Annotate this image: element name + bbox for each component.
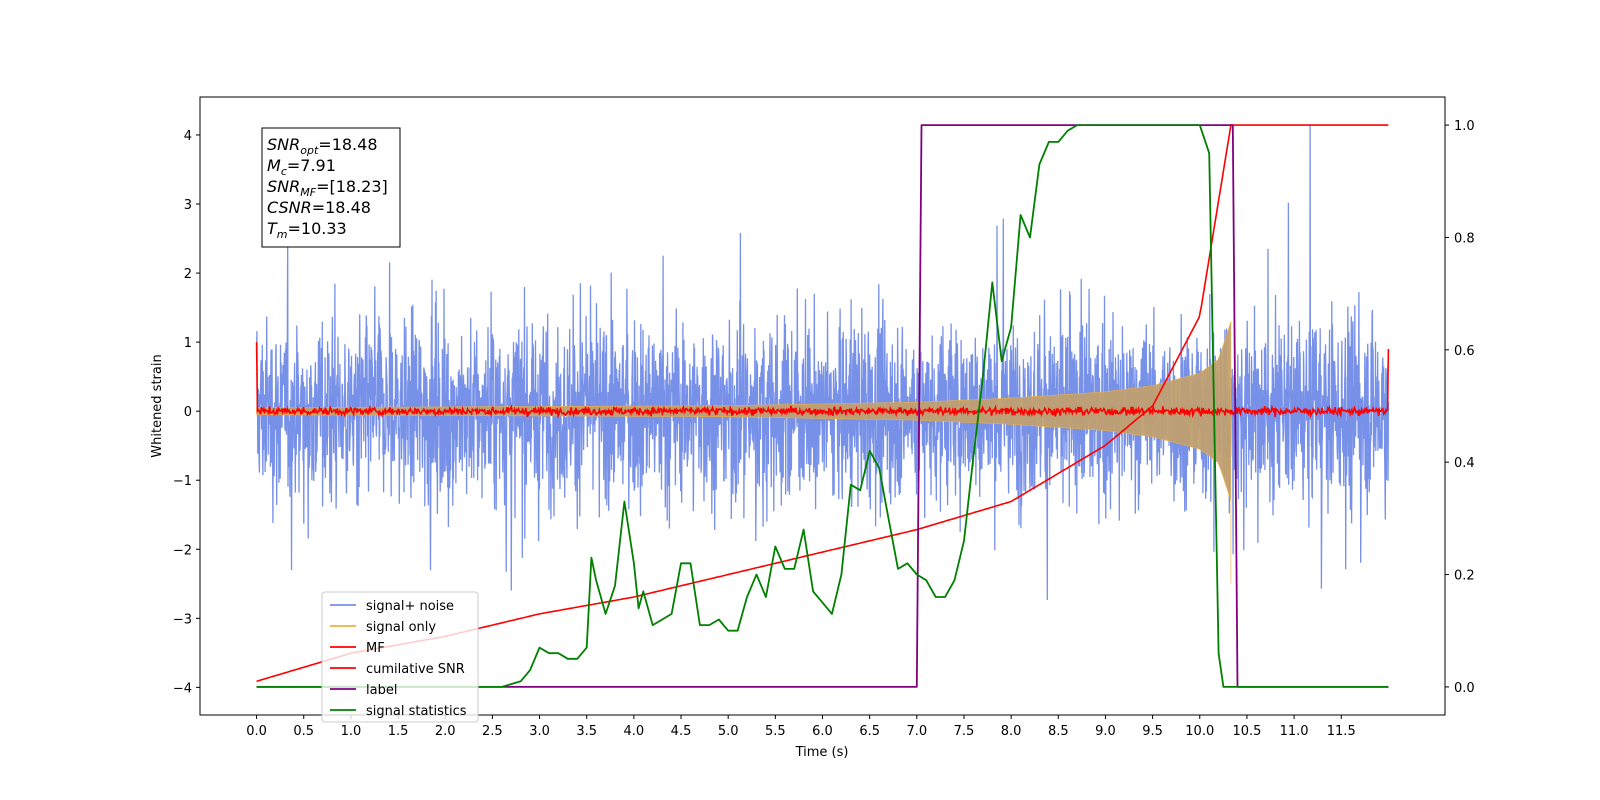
x-tick-label: 6.5 (859, 724, 880, 739)
x-axis-label: Time (s) (795, 745, 849, 760)
info-box-frame (261, 127, 401, 248)
y2-tick-label: 0.4 (1454, 456, 1475, 471)
signal-only-series (256, 321, 1232, 584)
x-tick-label: 0.0 (246, 724, 267, 739)
y-tick-label: −4 (173, 681, 192, 696)
x-tick-label: 11.5 (1327, 724, 1356, 739)
y2-tick-label: 1.0 (1454, 119, 1475, 134)
y-tick-label: 0 (184, 405, 192, 420)
x-tick-label: 3.5 (576, 724, 597, 739)
legend-frame (321, 591, 479, 723)
x-tick-label: 8.0 (1001, 724, 1022, 739)
x-tick-label: 9.0 (1095, 724, 1116, 739)
y-tick-label: 1 (184, 336, 192, 351)
legend-label: MF (366, 641, 385, 656)
y-tick-label: −1 (173, 474, 192, 489)
x-tick-label: 7.0 (906, 724, 927, 739)
info-line: Mc=7.91 (267, 156, 336, 178)
y-tick-label: −3 (173, 612, 192, 627)
x-tick-label: 1.5 (388, 724, 409, 739)
y2-tick-label: 0.2 (1454, 569, 1475, 584)
info-line: Tm=10.33 (267, 219, 347, 241)
x-tick-label: 4.0 (624, 724, 645, 739)
info-box: SNRopt=18.48Mc=7.91SNRMF=[18.23]CSNR=18.… (261, 127, 401, 248)
y-tick-label: 3 (184, 198, 192, 213)
info-line: SNRopt=18.48 (267, 135, 378, 157)
y-tick-label: −2 (173, 543, 192, 558)
info-line: CSNR=18.48 (267, 198, 371, 217)
y2-tick-label: 0.6 (1454, 344, 1475, 359)
signal-statistics-series (256, 124, 1389, 688)
y2-tick-label: 0.0 (1454, 681, 1475, 696)
x-tick-label: 9.5 (1142, 724, 1163, 739)
legend-label: signal only (366, 620, 436, 635)
x-tick-label: 7.5 (954, 724, 975, 739)
x-tick-label: 10.0 (1185, 724, 1214, 739)
x-tick-label: 4.5 (671, 724, 692, 739)
legend-label: signal statistics (366, 704, 467, 719)
x-tick-label: 3.0 (529, 724, 550, 739)
x-tick-label: 11.0 (1280, 724, 1309, 739)
y-axis-label: Whitened strain (150, 354, 165, 457)
x-tick-label: 2.0 (435, 724, 456, 739)
x-tick-label: 0.5 (293, 724, 314, 739)
legend-label: cumilative SNR (366, 662, 465, 677)
legend-label: label (366, 683, 397, 698)
x-tick-label: 5.5 (765, 724, 786, 739)
x-tick-label: 1.0 (341, 724, 362, 739)
mf-series (255, 342, 1390, 419)
x-tick-label: 2.5 (482, 724, 503, 739)
x-tick-label: 10.5 (1232, 724, 1261, 739)
y-tick-label: 4 (184, 129, 192, 144)
x-tick-label: 6.0 (812, 724, 833, 739)
info-line: SNRMF=[18.23] (267, 177, 388, 199)
y-tick-label: 2 (184, 267, 192, 282)
x-tick-label: 8.5 (1048, 724, 1069, 739)
x-tick-label: 5.0 (718, 724, 739, 739)
y2-tick-label: 0.8 (1454, 231, 1475, 246)
legend-label: signal+ noise (366, 599, 454, 614)
legend: signal+ noise signal only MF cumilative SNR… (321, 591, 479, 723)
